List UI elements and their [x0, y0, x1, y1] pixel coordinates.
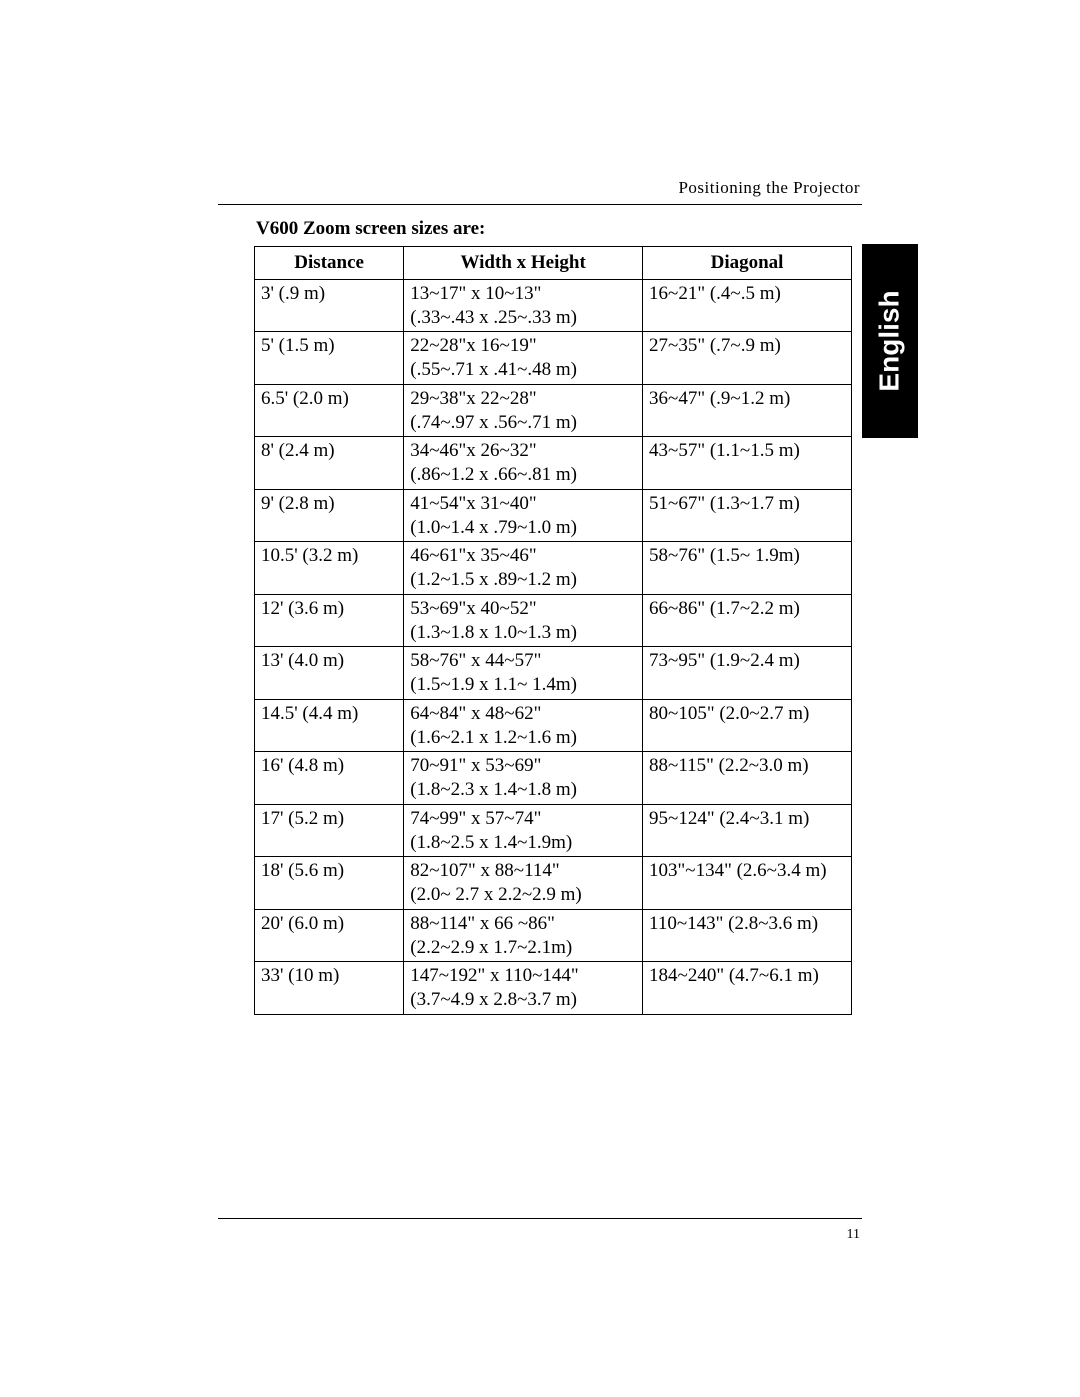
table-row: 5' (1.5 m)22~28"x 16~19"(.55~.71 x .41~.…: [255, 332, 852, 385]
wh-meters: (3.7~4.9 x 2.8~3.7 m): [410, 988, 636, 1012]
wh-inches: 82~107" x 88~114": [410, 859, 636, 883]
table-row: 33' (10 m)147~192" x 110~144"(3.7~4.9 x …: [255, 962, 852, 1015]
wh-meters: (1.0~1.4 x .79~1.0 m): [410, 516, 636, 540]
wh-inches: 58~76" x 44~57": [410, 649, 636, 673]
wh-inches: 22~28"x 16~19": [410, 334, 636, 358]
wh-meters: (1.2~1.5 x .89~1.2 m): [410, 568, 636, 592]
cell-distance: 20' (6.0 m): [255, 909, 404, 962]
running-head: Positioning the Projector: [678, 178, 860, 198]
cell-diagonal: 103"~134" (2.6~3.4 m): [643, 857, 852, 910]
cell-diagonal: 73~95" (1.9~2.4 m): [643, 647, 852, 700]
cell-width-height: 46~61"x 35~46"(1.2~1.5 x .89~1.2 m): [404, 542, 643, 595]
cell-width-height: 41~54"x 31~40"(1.0~1.4 x .79~1.0 m): [404, 489, 643, 542]
wh-meters: (1.8~2.3 x 1.4~1.8 m): [410, 778, 636, 802]
wh-inches: 70~91" x 53~69": [410, 754, 636, 778]
screen-sizes-table: Distance Width x Height Diagonal 3' (.9 …: [254, 246, 852, 1015]
cell-diagonal: 36~47" (.9~1.2 m): [643, 384, 852, 437]
cell-distance: 8' (2.4 m): [255, 437, 404, 490]
cell-diagonal: 58~76" (1.5~ 1.9m): [643, 542, 852, 595]
cell-distance: 6.5' (2.0 m): [255, 384, 404, 437]
wh-inches: 74~99" x 57~74": [410, 807, 636, 831]
cell-width-height: 53~69"x 40~52"(1.3~1.8 x 1.0~1.3 m): [404, 594, 643, 647]
wh-meters: (1.5~1.9 x 1.1~ 1.4m): [410, 673, 636, 697]
cell-diagonal: 184~240" (4.7~6.1 m): [643, 962, 852, 1015]
table-row: 17' (5.2 m)74~99" x 57~74"(1.8~2.5 x 1.4…: [255, 804, 852, 857]
cell-diagonal: 16~21" (.4~.5 m): [643, 279, 852, 332]
cell-distance: 12' (3.6 m): [255, 594, 404, 647]
cell-distance: 33' (10 m): [255, 962, 404, 1015]
table-row: 13' (4.0 m)58~76" x 44~57"(1.5~1.9 x 1.1…: [255, 647, 852, 700]
cell-width-height: 88~114" x 66 ~86"(2.2~2.9 x 1.7~2.1m): [404, 909, 643, 962]
cell-width-height: 74~99" x 57~74"(1.8~2.5 x 1.4~1.9m): [404, 804, 643, 857]
cell-width-height: 58~76" x 44~57"(1.5~1.9 x 1.1~ 1.4m): [404, 647, 643, 700]
cell-diagonal: 88~115" (2.2~3.0 m): [643, 752, 852, 805]
cell-diagonal: 51~67" (1.3~1.7 m): [643, 489, 852, 542]
table-row: 12' (3.6 m)53~69"x 40~52"(1.3~1.8 x 1.0~…: [255, 594, 852, 647]
wh-meters: (.74~.97 x .56~.71 m): [410, 411, 636, 435]
footer-rule: [218, 1218, 862, 1219]
cell-width-height: 13~17" x 10~13"(.33~.43 x .25~.33 m): [404, 279, 643, 332]
wh-meters: (.33~.43 x .25~.33 m): [410, 306, 636, 330]
wh-meters: (.86~1.2 x .66~.81 m): [410, 463, 636, 487]
language-tab-label: English: [874, 290, 906, 391]
wh-meters: (1.8~2.5 x 1.4~1.9m): [410, 831, 636, 855]
cell-diagonal: 80~105" (2.0~2.7 m): [643, 699, 852, 752]
page-number: 11: [847, 1227, 860, 1243]
cell-diagonal: 27~35" (.7~.9 m): [643, 332, 852, 385]
wh-meters: (2.2~2.9 x 1.7~2.1m): [410, 936, 636, 960]
wh-inches: 13~17" x 10~13": [410, 282, 636, 306]
wh-meters: (2.0~ 2.7 x 2.2~2.9 m): [410, 883, 636, 907]
cell-distance: 16' (4.8 m): [255, 752, 404, 805]
wh-inches: 29~38"x 22~28": [410, 387, 636, 411]
col-header-width-height: Width x Height: [404, 247, 643, 280]
wh-inches: 147~192" x 110~144": [410, 964, 636, 988]
wh-meters: (1.6~2.1 x 1.2~1.6 m): [410, 726, 636, 750]
cell-distance: 13' (4.0 m): [255, 647, 404, 700]
wh-meters: (.55~.71 x .41~.48 m): [410, 358, 636, 382]
body-column: V600 Zoom screen sizes are: Distance Wid…: [254, 218, 852, 1015]
cell-width-height: 82~107" x 88~114"(2.0~ 2.7 x 2.2~2.9 m): [404, 857, 643, 910]
cell-distance: 10.5' (3.2 m): [255, 542, 404, 595]
table-body: 3' (.9 m)13~17" x 10~13"(.33~.43 x .25~.…: [255, 279, 852, 1014]
table-row: 9' (2.8 m)41~54"x 31~40"(1.0~1.4 x .79~1…: [255, 489, 852, 542]
table-title: V600 Zoom screen sizes are:: [256, 218, 852, 240]
cell-distance: 17' (5.2 m): [255, 804, 404, 857]
wh-inches: 53~69"x 40~52": [410, 597, 636, 621]
cell-width-height: 22~28"x 16~19"(.55~.71 x .41~.48 m): [404, 332, 643, 385]
table-header-row: Distance Width x Height Diagonal: [255, 247, 852, 280]
language-tab: English: [862, 244, 918, 438]
header-rule: [218, 204, 862, 205]
cell-distance: 3' (.9 m): [255, 279, 404, 332]
wh-inches: 34~46"x 26~32": [410, 439, 636, 463]
cell-diagonal: 110~143" (2.8~3.6 m): [643, 909, 852, 962]
table-row: 14.5' (4.4 m)64~84" x 48~62"(1.6~2.1 x 1…: [255, 699, 852, 752]
table-row: 10.5' (3.2 m)46~61"x 35~46"(1.2~1.5 x .8…: [255, 542, 852, 595]
cell-width-height: 64~84" x 48~62"(1.6~2.1 x 1.2~1.6 m): [404, 699, 643, 752]
cell-distance: 5' (1.5 m): [255, 332, 404, 385]
cell-diagonal: 95~124" (2.4~3.1 m): [643, 804, 852, 857]
table-row: 3' (.9 m)13~17" x 10~13"(.33~.43 x .25~.…: [255, 279, 852, 332]
table-row: 20' (6.0 m)88~114" x 66 ~86"(2.2~2.9 x 1…: [255, 909, 852, 962]
cell-width-height: 70~91" x 53~69"(1.8~2.3 x 1.4~1.8 m): [404, 752, 643, 805]
col-header-diagonal: Diagonal: [643, 247, 852, 280]
table-row: 6.5' (2.0 m)29~38"x 22~28"(.74~.97 x .56…: [255, 384, 852, 437]
col-header-distance: Distance: [255, 247, 404, 280]
table-row: 8' (2.4 m)34~46"x 26~32"(.86~1.2 x .66~.…: [255, 437, 852, 490]
cell-distance: 9' (2.8 m): [255, 489, 404, 542]
cell-distance: 18' (5.6 m): [255, 857, 404, 910]
cell-width-height: 29~38"x 22~28"(.74~.97 x .56~.71 m): [404, 384, 643, 437]
wh-inches: 64~84" x 48~62": [410, 702, 636, 726]
page: Positioning the Projector English V600 Z…: [0, 0, 1080, 1397]
wh-inches: 41~54"x 31~40": [410, 492, 636, 516]
cell-width-height: 34~46"x 26~32"(.86~1.2 x .66~.81 m): [404, 437, 643, 490]
table-row: 18' (5.6 m)82~107" x 88~114"(2.0~ 2.7 x …: [255, 857, 852, 910]
cell-width-height: 147~192" x 110~144"(3.7~4.9 x 2.8~3.7 m): [404, 962, 643, 1015]
cell-distance: 14.5' (4.4 m): [255, 699, 404, 752]
wh-inches: 88~114" x 66 ~86": [410, 912, 636, 936]
wh-meters: (1.3~1.8 x 1.0~1.3 m): [410, 621, 636, 645]
wh-inches: 46~61"x 35~46": [410, 544, 636, 568]
cell-diagonal: 43~57" (1.1~1.5 m): [643, 437, 852, 490]
table-row: 16' (4.8 m)70~91" x 53~69"(1.8~2.3 x 1.4…: [255, 752, 852, 805]
cell-diagonal: 66~86" (1.7~2.2 m): [643, 594, 852, 647]
